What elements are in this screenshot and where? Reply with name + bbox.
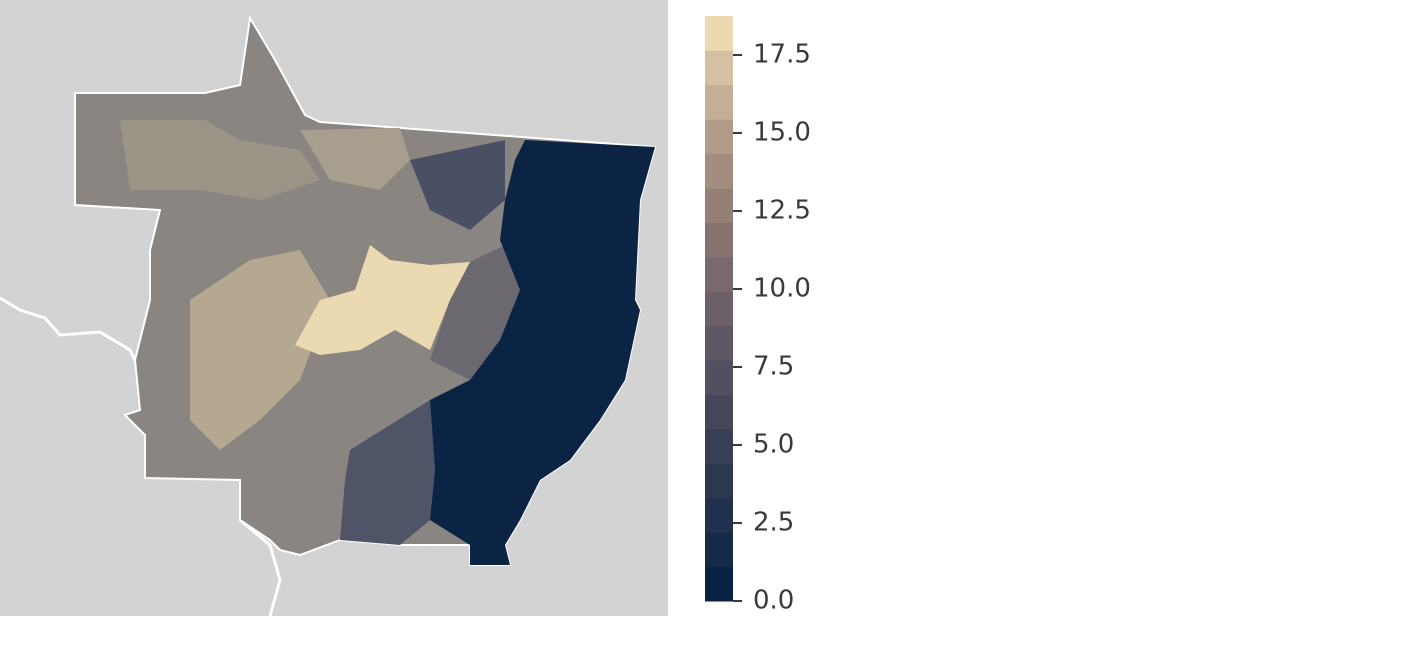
colorbar-band: [705, 291, 733, 327]
tick-label: 15.0: [753, 118, 811, 148]
region: [410, 140, 505, 230]
tick-label: 10.0: [753, 274, 811, 304]
region: [340, 400, 435, 545]
region: [120, 120, 320, 200]
map: [0, 0, 668, 617]
colorbar-band: [705, 325, 733, 361]
colorbar-band: [705, 222, 733, 258]
colorbar-band: [705, 360, 733, 396]
region: [430, 245, 520, 380]
tick-label: 2.5: [753, 508, 794, 538]
colorbar-band: [705, 16, 733, 51]
region: [430, 140, 655, 565]
region: [300, 128, 410, 190]
colorbar-band: [705, 119, 733, 155]
colorbar-band: [705, 153, 733, 189]
colorbar-band: [705, 84, 733, 120]
tick-label: 7.5: [753, 352, 794, 382]
border-line: [0, 296, 137, 361]
colorbar-band: [705, 497, 733, 533]
colorbar-band: [705, 566, 733, 602]
colorbar-band: [705, 188, 733, 223]
colorbar: 0.0 2.5 5.0 7.5 10.0 12.5 15.0 17.5: [705, 16, 811, 616]
border-line: [239, 518, 282, 617]
colorbar-band: [705, 532, 733, 568]
colorbar-band: [705, 394, 733, 430]
colorbar-band: [705, 463, 733, 499]
colorbar-band: [705, 50, 733, 86]
tick-label: 0.0: [753, 586, 794, 616]
tick-label: 17.5: [753, 40, 811, 70]
tick-label: 5.0: [753, 430, 794, 460]
colorbar-band: [705, 256, 733, 292]
region: [190, 250, 330, 450]
colorbar-band: [705, 428, 733, 464]
tick-label: 12.5: [753, 196, 811, 226]
region: [295, 245, 470, 355]
